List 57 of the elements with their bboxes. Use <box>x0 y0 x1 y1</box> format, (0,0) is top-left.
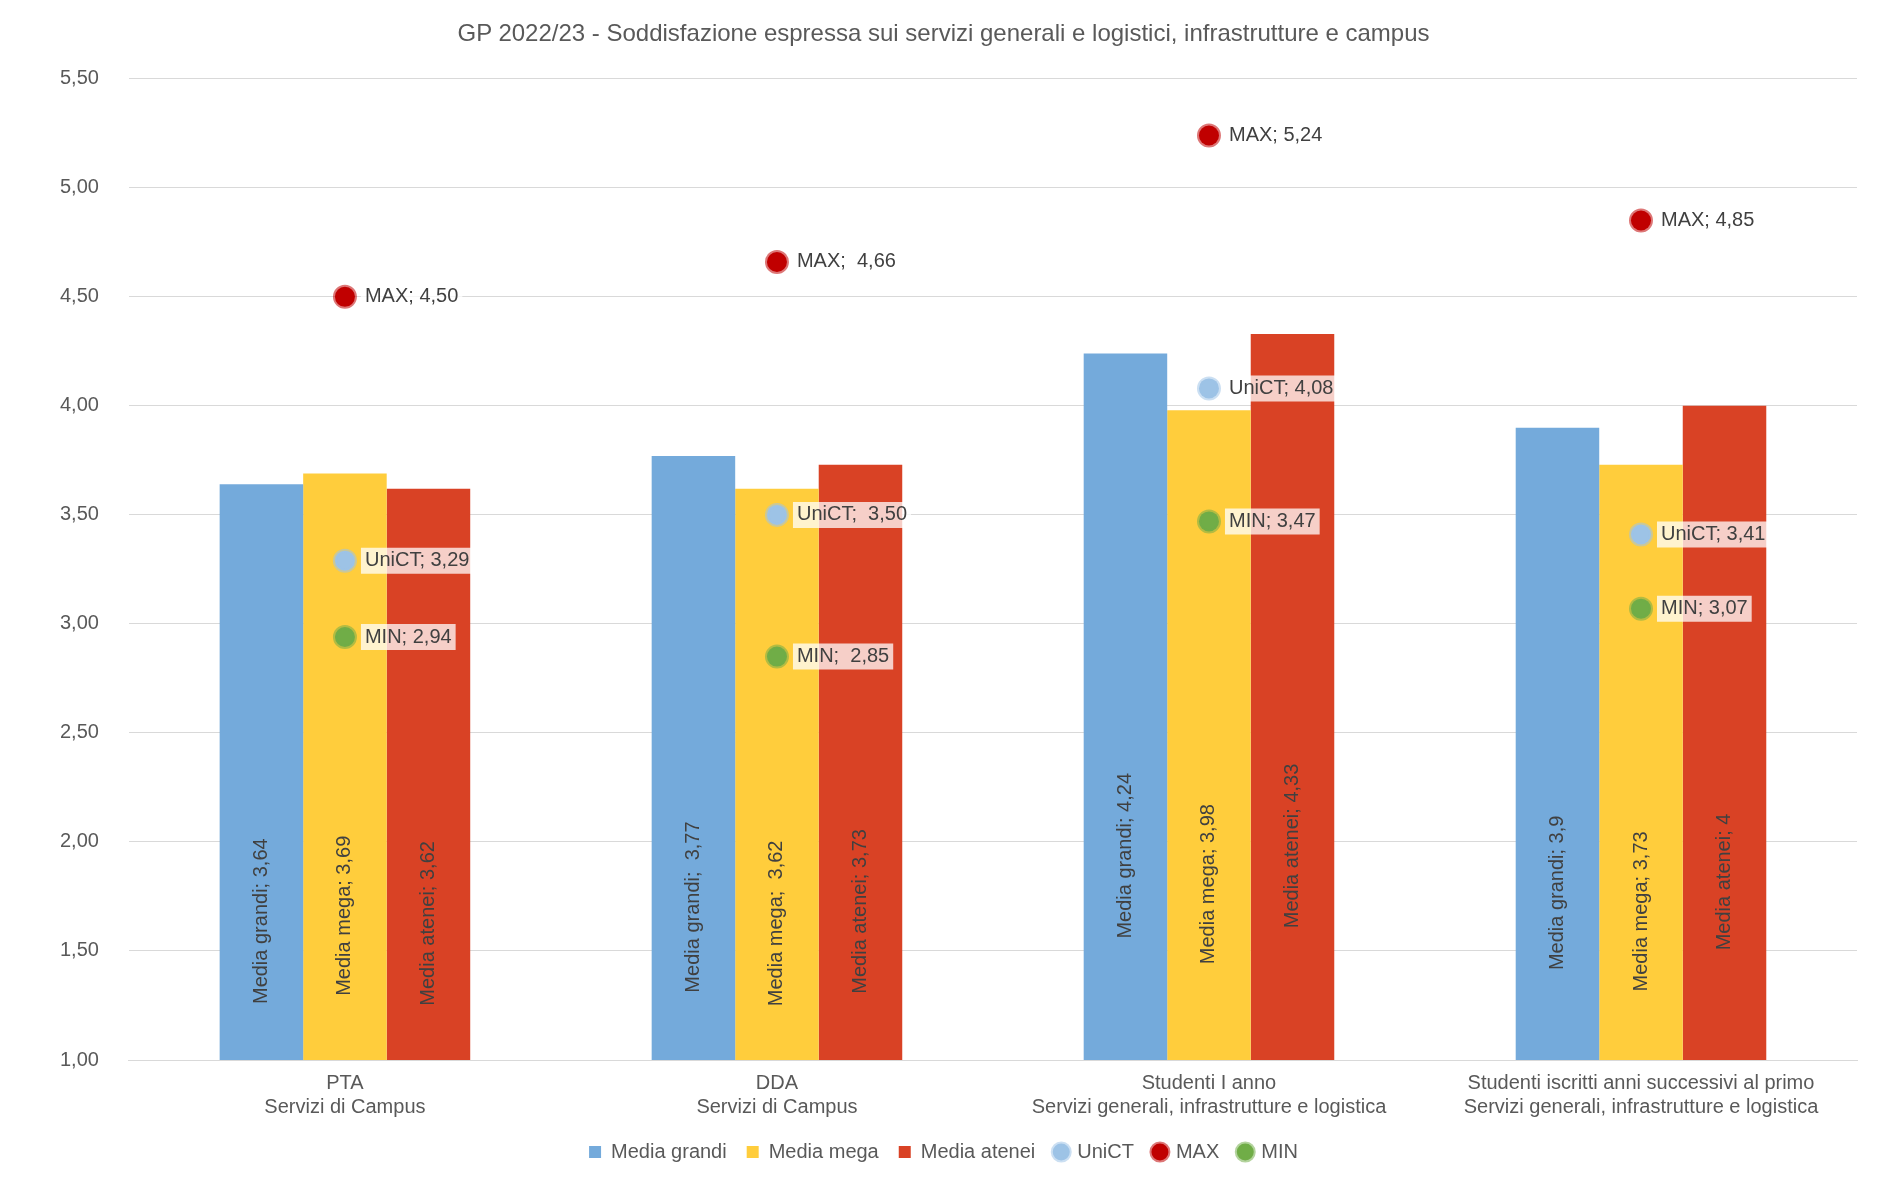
legend-label: UniCT <box>1077 1139 1134 1162</box>
point <box>1196 123 1221 148</box>
y-tick-label: 3,50 <box>59 502 99 525</box>
point <box>332 624 357 649</box>
data-label: Media mega; 3,73 <box>1628 831 1651 992</box>
y-tick-label: 5,00 <box>59 175 99 198</box>
y-tick-label: 4,50 <box>59 284 99 307</box>
data-label: Media mega; 3,62 <box>764 840 787 1007</box>
data-label: UniCT; 3,41 <box>1660 522 1766 545</box>
point <box>1628 522 1653 547</box>
point <box>332 284 357 309</box>
legend-label: Media mega <box>768 1139 880 1162</box>
point <box>764 644 789 669</box>
x-tick-label: DDA Servizi di Campus <box>696 1070 858 1117</box>
y-tick-label: 2,50 <box>59 720 99 743</box>
data-label: MAX; 4,50 <box>364 284 459 307</box>
y-tick-label: 3,00 <box>59 611 99 634</box>
x-tick-label: Studenti iscritti anni successivi al primo Servizi generali, infrastrutture e logistica <box>1463 1070 1820 1117</box>
data-label: Media grandi; 3,77 <box>680 821 703 993</box>
legend-label: Media atenei <box>920 1139 1036 1162</box>
point <box>1628 596 1653 621</box>
y-tick-label: 1,00 <box>59 1047 99 1070</box>
x-tick-label: PTA Servizi di Campus <box>264 1070 426 1117</box>
data-label: Media grandi; 4,24 <box>1112 772 1135 939</box>
chart-title: GP 2022/23 - Soddisfazione espressa sui servizi generali e logistici, infrastrutture e campus <box>457 19 1430 47</box>
data-label: MIN; 2,94 <box>364 624 452 647</box>
data-label: MIN; 3,07 <box>1660 596 1748 619</box>
point <box>1196 509 1221 534</box>
data-label: Media atenei; 4 <box>1712 813 1735 951</box>
y-tick-label: 4,00 <box>59 393 99 416</box>
data-label: MAX; 5,24 <box>1228 123 1323 146</box>
data-label: Media mega; 3,69 <box>332 835 355 996</box>
data-label: UniCT; 4,08 <box>1228 375 1334 398</box>
data-label: Media atenei; 4,33 <box>1280 763 1303 929</box>
data-label: MAX; 4,85 <box>1660 208 1755 231</box>
data-label: UniCT; 3,50 <box>796 502 908 525</box>
point <box>332 548 357 573</box>
point <box>1196 376 1221 401</box>
data-label: MIN; 3,47 <box>1228 508 1316 531</box>
legend-label: MAX <box>1175 1139 1220 1162</box>
data-label: Media atenei; 3,62 <box>415 841 438 1006</box>
data-label: UniCT; 3,29 <box>364 548 470 571</box>
legend-label: MIN <box>1261 1139 1298 1162</box>
data-label: MIN; 2,85 <box>796 644 890 667</box>
x-tick-label: Studenti I anno Servizi generali, infrastrutture e logistica <box>1031 1070 1388 1117</box>
y-tick-label: 1,50 <box>59 938 99 961</box>
data-label: Media atenei; 3,73 <box>847 829 870 994</box>
data-label: MAX; 4,66 <box>796 249 896 272</box>
legend-label: Media grandi <box>611 1139 727 1162</box>
point <box>764 249 789 274</box>
y-tick-label: 5,50 <box>59 66 99 89</box>
point <box>1628 208 1653 233</box>
y-tick-label: 2,00 <box>59 829 99 852</box>
point <box>764 502 789 527</box>
data-label: Media grandi; 3,64 <box>248 838 271 1005</box>
data-label: Media mega; 3,98 <box>1196 804 1219 965</box>
data-label: Media grandi; 3,9 <box>1544 815 1567 971</box>
